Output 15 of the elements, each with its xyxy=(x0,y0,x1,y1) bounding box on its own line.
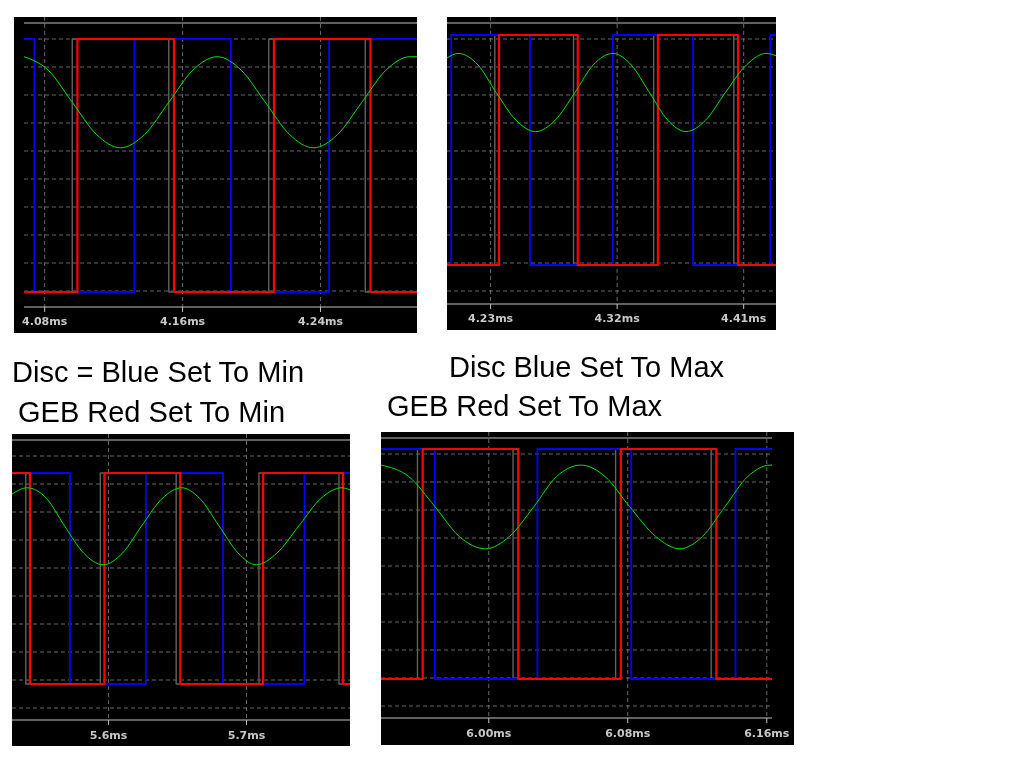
chart-title: Disc = Blue Set To Min xyxy=(12,356,305,388)
x-tick-label: 4.23ms xyxy=(468,312,514,325)
chart-subtitle: GEB Red Set To Max xyxy=(387,390,663,422)
x-tick-label: 4.32ms xyxy=(594,312,641,325)
x-tick-label: 6.08ms xyxy=(605,727,651,740)
x-tick-label: 6.16ms xyxy=(744,727,790,740)
x-tick-label: 5.6ms xyxy=(89,729,128,742)
chart-subtitle: GEB Red Set To Min xyxy=(18,396,286,428)
x-tick-label: 5.7ms xyxy=(227,729,266,742)
x-tick-label: 4.16ms xyxy=(160,315,206,328)
x-tick-label: 6.00ms xyxy=(466,727,512,740)
x-tick-label: 4.08ms xyxy=(22,315,68,328)
chart-title: Disc Blue Set To Max xyxy=(449,351,725,383)
x-tick-label: 4.24ms xyxy=(297,315,344,328)
x-tick-label: 4.41ms xyxy=(721,312,767,325)
